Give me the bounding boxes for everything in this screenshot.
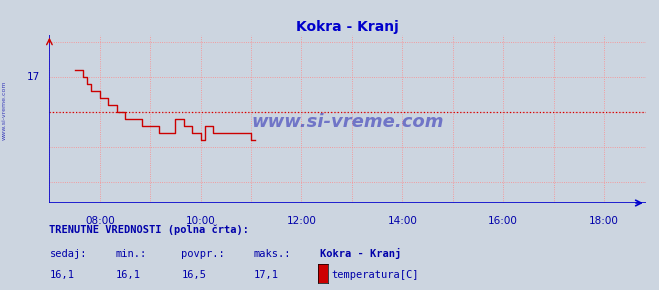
Text: 08:00: 08:00 [85,216,115,226]
Text: 10:00: 10:00 [186,216,215,226]
Text: 12:00: 12:00 [287,216,316,226]
Text: www.si-vreme.com: www.si-vreme.com [251,113,444,131]
Title: Kokra - Kranj: Kokra - Kranj [297,20,399,34]
Text: TRENUTNE VREDNOSTI (polna črta):: TRENUTNE VREDNOSTI (polna črta): [49,225,249,235]
Text: 16,1: 16,1 [115,270,140,280]
Text: sedaj:: sedaj: [49,249,87,259]
Text: min.:: min.: [115,249,146,259]
Text: 16,1: 16,1 [49,270,74,280]
Text: 17,1: 17,1 [254,270,279,280]
Text: 16,5: 16,5 [181,270,206,280]
Text: 18:00: 18:00 [589,216,619,226]
Text: povpr.:: povpr.: [181,249,225,259]
Text: 14:00: 14:00 [387,216,417,226]
Text: 17: 17 [27,72,40,82]
Text: temperatura[C]: temperatura[C] [331,270,419,280]
Text: maks.:: maks.: [254,249,291,259]
Text: www.si-vreme.com: www.si-vreme.com [2,80,7,140]
Text: 16:00: 16:00 [488,216,518,226]
Text: Kokra - Kranj: Kokra - Kranj [320,248,401,259]
